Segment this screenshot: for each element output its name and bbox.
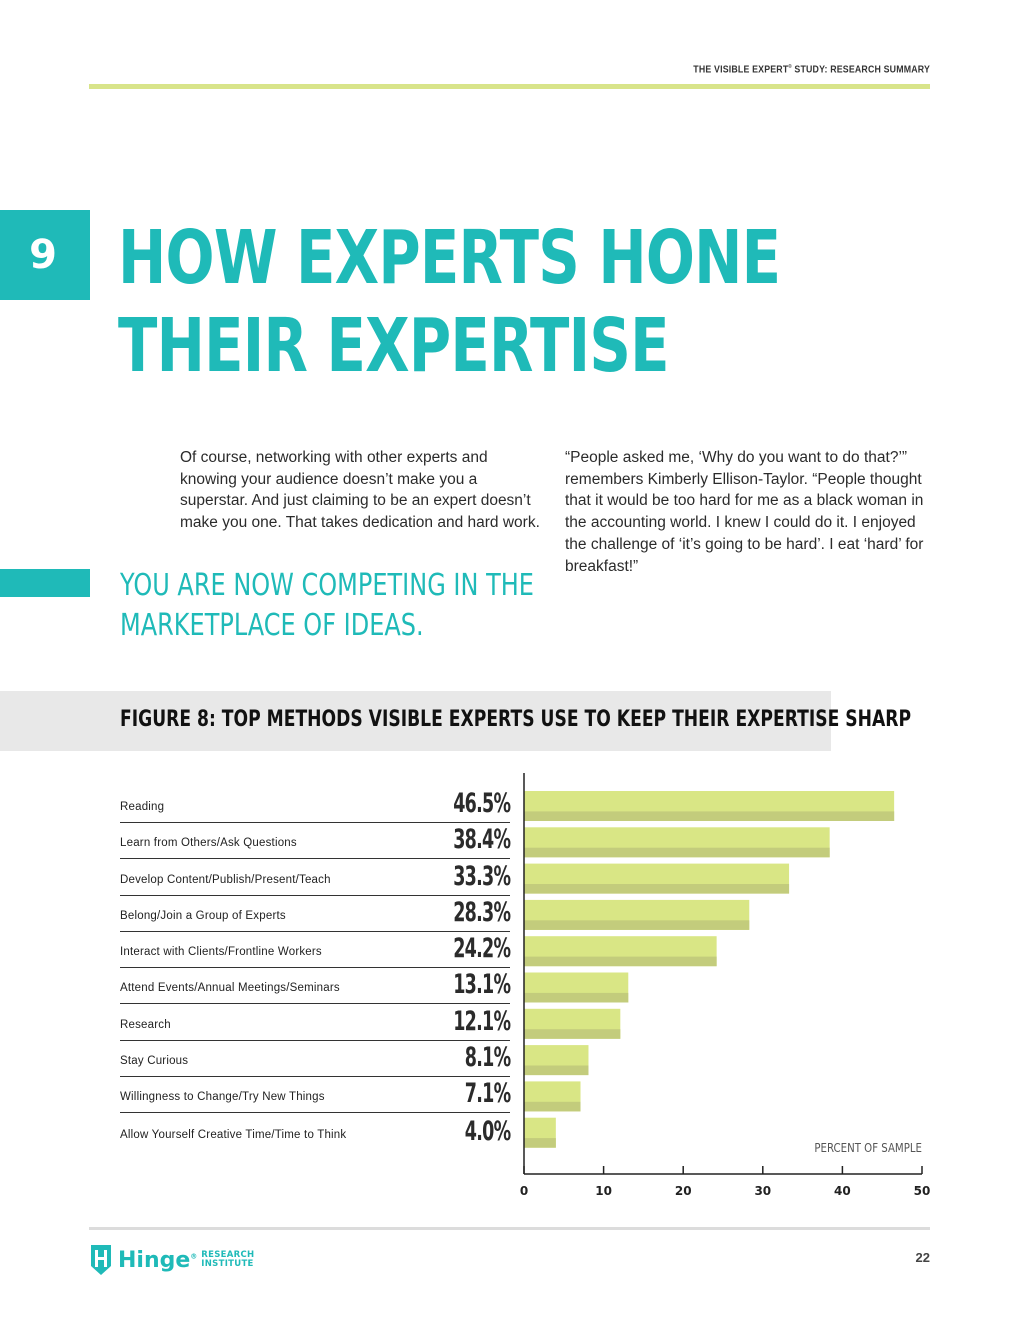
page-title: HOW EXPERTS HONE THEIR EXPERTISE (118, 214, 781, 390)
registered-mark: ® (788, 64, 792, 70)
category-label: Allow Yourself Creative Time/Time to Thi… (120, 1128, 347, 1141)
chart-row: Willingness to Change/Try New Things 7.1% (120, 1078, 511, 1114)
bar-shadow (524, 811, 895, 821)
value-label: 8.1% (464, 1042, 510, 1074)
category-label: Develop Content/Publish/Present/Teach (120, 873, 331, 886)
logo-registered-mark: ® (190, 1252, 198, 1261)
category-label: Research (120, 1018, 171, 1031)
hinge-shield-icon (91, 1245, 111, 1275)
category-label: Reading (120, 801, 165, 813)
x-tick-label: 30 (754, 1184, 771, 1198)
title-line-1: HOW EXPERTS HONE (118, 215, 781, 301)
running-head-pre: THE VISIBLE EXPERT (693, 64, 789, 76)
value-label: 33.3% (452, 860, 511, 892)
x-tick-label: 20 (675, 1184, 692, 1198)
bar-shadow (524, 1101, 581, 1112)
body-paragraph-right: “People asked me, ‘Why do you want to do… (565, 449, 924, 575)
bar-shadow (524, 992, 629, 1003)
x-tick-label: 40 (834, 1184, 851, 1198)
pull-quote-bar (0, 569, 90, 597)
pull-quote-line-1: YOU ARE NOW COMPETING IN THE (120, 568, 534, 603)
section-number-box: 9 (0, 210, 90, 300)
pull-quote: YOU ARE NOW COMPETING IN THE MARKETPLACE… (120, 566, 534, 646)
value-label: 13.1% (452, 969, 511, 1001)
bar-shadow (524, 920, 750, 930)
top-rule (89, 84, 930, 89)
chart-row: Learn from Others/Ask Questions 38.4% (120, 824, 511, 860)
chart-row: Research 12.1% (120, 1005, 511, 1041)
x-axis-title: PERCENT OF SAMPLE (814, 1141, 922, 1155)
x-tick-label: 0 (520, 1184, 528, 1198)
x-tick-label: 50 (914, 1184, 931, 1198)
value-label: 28.3% (452, 896, 511, 928)
pull-quote-line-2: MARKETPLACE OF IDEAS. (120, 608, 424, 643)
value-label: 7.1% (464, 1078, 510, 1110)
bar-shadow (524, 884, 790, 894)
logo-sub-line-1: RESEARCH (201, 1250, 255, 1260)
category-label: Stay Curious (120, 1055, 189, 1068)
value-label: 38.4% (452, 824, 511, 856)
bar-shadow (524, 1029, 621, 1039)
bar-chart: 0 10 20 30 40 50 PERCENT OF SAMPLE (520, 773, 931, 1198)
title-line-2: THEIR EXPERTISE (118, 303, 670, 389)
value-label: 12.1% (452, 1005, 511, 1037)
category-label: Attend Events/Annual Meetings/Seminars (120, 982, 340, 995)
chart-row: Stay Curious 8.1% (120, 1042, 511, 1078)
x-tick-label: 10 (595, 1184, 612, 1198)
chart-row: Attend Events/Annual Meetings/Seminars 13… (120, 969, 511, 1005)
logo-subtitle: RESEARCH INSTITUTE (201, 1251, 254, 1269)
chart-row: Allow Yourself Creative Time/Time to Thi… (120, 1115, 511, 1150)
section-number: 9 (29, 232, 57, 278)
category-label: Interact with Clients/Frontline Workers (120, 946, 322, 959)
bottom-rule (89, 1227, 930, 1230)
value-label: 46.5% (452, 788, 511, 819)
logo-name: Hinge® (118, 1248, 197, 1273)
category-label: Learn from Others/Ask Questions (120, 837, 297, 850)
running-head: THE VISIBLE EXPERT® STUDY: RESEARCH SUMM… (693, 64, 930, 75)
chart-row: Belong/Join a Group of Experts 28.3% (120, 896, 511, 932)
logo-wordmark: Hinge (118, 1247, 191, 1273)
figure-title-band (0, 691, 831, 751)
value-label: 4.0% (464, 1115, 510, 1147)
chart-label-table: Reading 46.5% Learn from Others/Ask Questi… (120, 788, 511, 1151)
figure-title: FIGURE 8: TOP METHODS VISIBLE EXPERTS US… (120, 707, 912, 732)
chart-row: Interact with Clients/Frontline Workers 2… (120, 933, 511, 969)
bar-shadow (524, 847, 830, 858)
category-label: Willingness to Change/Try New Things (120, 1091, 325, 1104)
bar-shadow (524, 956, 717, 967)
bar-shadow (524, 1065, 589, 1076)
hinge-logo: Hinge® RESEARCH INSTITUTE (90, 1244, 254, 1276)
page-number: 22 (915, 1250, 930, 1265)
category-label: Belong/Join a Group of Experts (120, 909, 286, 922)
running-head-post: STUDY: RESEARCH SUMMARY (791, 64, 930, 76)
body-paragraph-left: Of course, networking with other experts… (180, 449, 540, 532)
bar-shadow (524, 1138, 556, 1148)
chart-row: Reading 46.5% (120, 788, 511, 823)
chart-row: Develop Content/Publish/Present/Teach 33.… (120, 860, 511, 896)
logo-sub-line-2: INSTITUTE (201, 1259, 254, 1269)
value-label: 24.2% (452, 933, 511, 965)
